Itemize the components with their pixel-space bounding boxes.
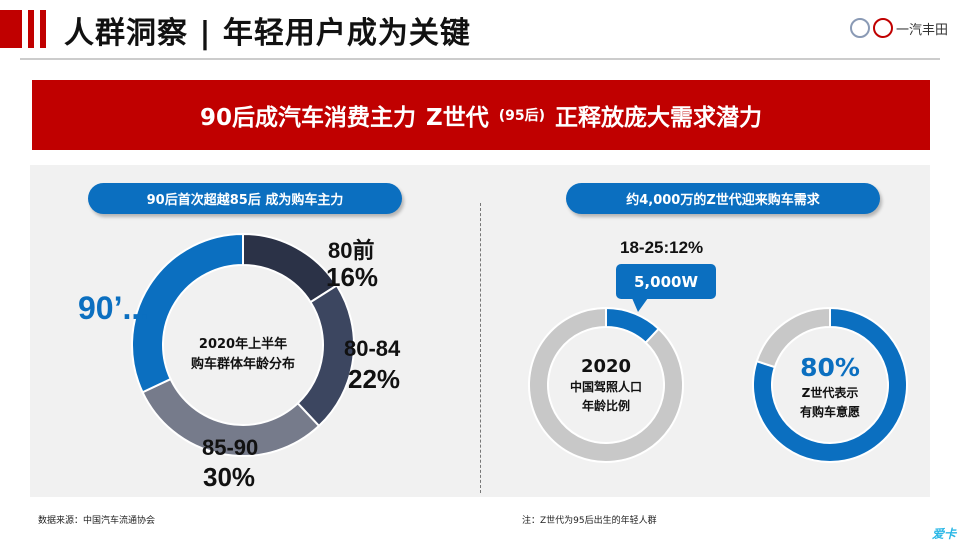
header-accent-bar <box>0 10 22 48</box>
right-section-pill: 约4,000万的Z世代迎来购车需求 <box>566 183 880 214</box>
value-80-before: 16% <box>326 262 379 292</box>
donut-segment-0-0 <box>242 232 339 304</box>
footnote: 注：Z世代为95后出生的年轻人群 <box>522 516 657 526</box>
value-85-90: 30% <box>203 462 256 492</box>
banner-text: 正释放庞大需求潜力 <box>554 105 762 131</box>
center-value: 80% <box>800 353 860 382</box>
faw-emblem-icon <box>849 18 870 38</box>
callout-bubble: 5,000W <box>616 264 716 299</box>
logo-text: 一汽丰田 <box>895 22 948 38</box>
header-accent-bar <box>40 10 46 48</box>
value-80-84: 22% <box>348 364 401 394</box>
left-section-pill: 90后首次超越85后 成为购车主力 <box>88 183 402 214</box>
donut-segment-2-1 <box>755 306 831 369</box>
brand-logo: 一汽丰田 <box>849 18 948 38</box>
center-line: 有购车意愿 <box>799 405 860 419</box>
donut1-center-text: 2020 中国驾照人口 年龄比例 <box>546 356 666 416</box>
age-18-25-label: 18-25:12% <box>620 238 704 257</box>
label-80-84: 80-84 <box>344 336 401 361</box>
banner-text: 90后成汽车消费主力 <box>200 105 417 131</box>
callout-tail <box>632 298 648 312</box>
header-divider <box>20 58 940 60</box>
label-90s: 90’... <box>78 290 150 326</box>
section-divider <box>480 203 481 493</box>
header-accent-bar <box>28 10 34 48</box>
center-line: 中国驾照人口 <box>569 380 642 394</box>
center-line: Z世代表示 <box>801 386 859 400</box>
data-source: 数据来源：中国汽车流通协会 <box>38 516 156 526</box>
banner-text: Z世代 <box>426 105 489 131</box>
donut2-center-text: 80% Z世代表示 有购车意愿 <box>770 352 890 422</box>
label-85-90: 85-90 <box>202 435 259 460</box>
toyota-emblem-icon <box>872 18 893 38</box>
donut-segment-2-0 <box>752 306 908 463</box>
label-80-before: 80前 <box>328 238 375 263</box>
center-year: 2020 <box>580 356 632 377</box>
donut-segment-1-1 <box>528 306 684 463</box>
left-donut-center-text: 2020年上半年 购车群体年龄分布 <box>173 335 313 375</box>
page-title: 人群洞察 | 年轻用户成为关键 <box>64 16 471 51</box>
center-line: 年龄比例 <box>581 399 630 413</box>
banner-text: (95后) <box>498 108 545 124</box>
headline-banner: 90后成汽车消费主力 Z世代 (95后) 正释放庞大需求潜力 <box>32 80 930 150</box>
donut-segment-0-3 <box>131 232 244 394</box>
watermark: 爱卡 <box>931 527 956 541</box>
center-line: 购车群体年龄分布 <box>190 357 295 372</box>
center-line: 2020年上半年 <box>198 337 288 352</box>
